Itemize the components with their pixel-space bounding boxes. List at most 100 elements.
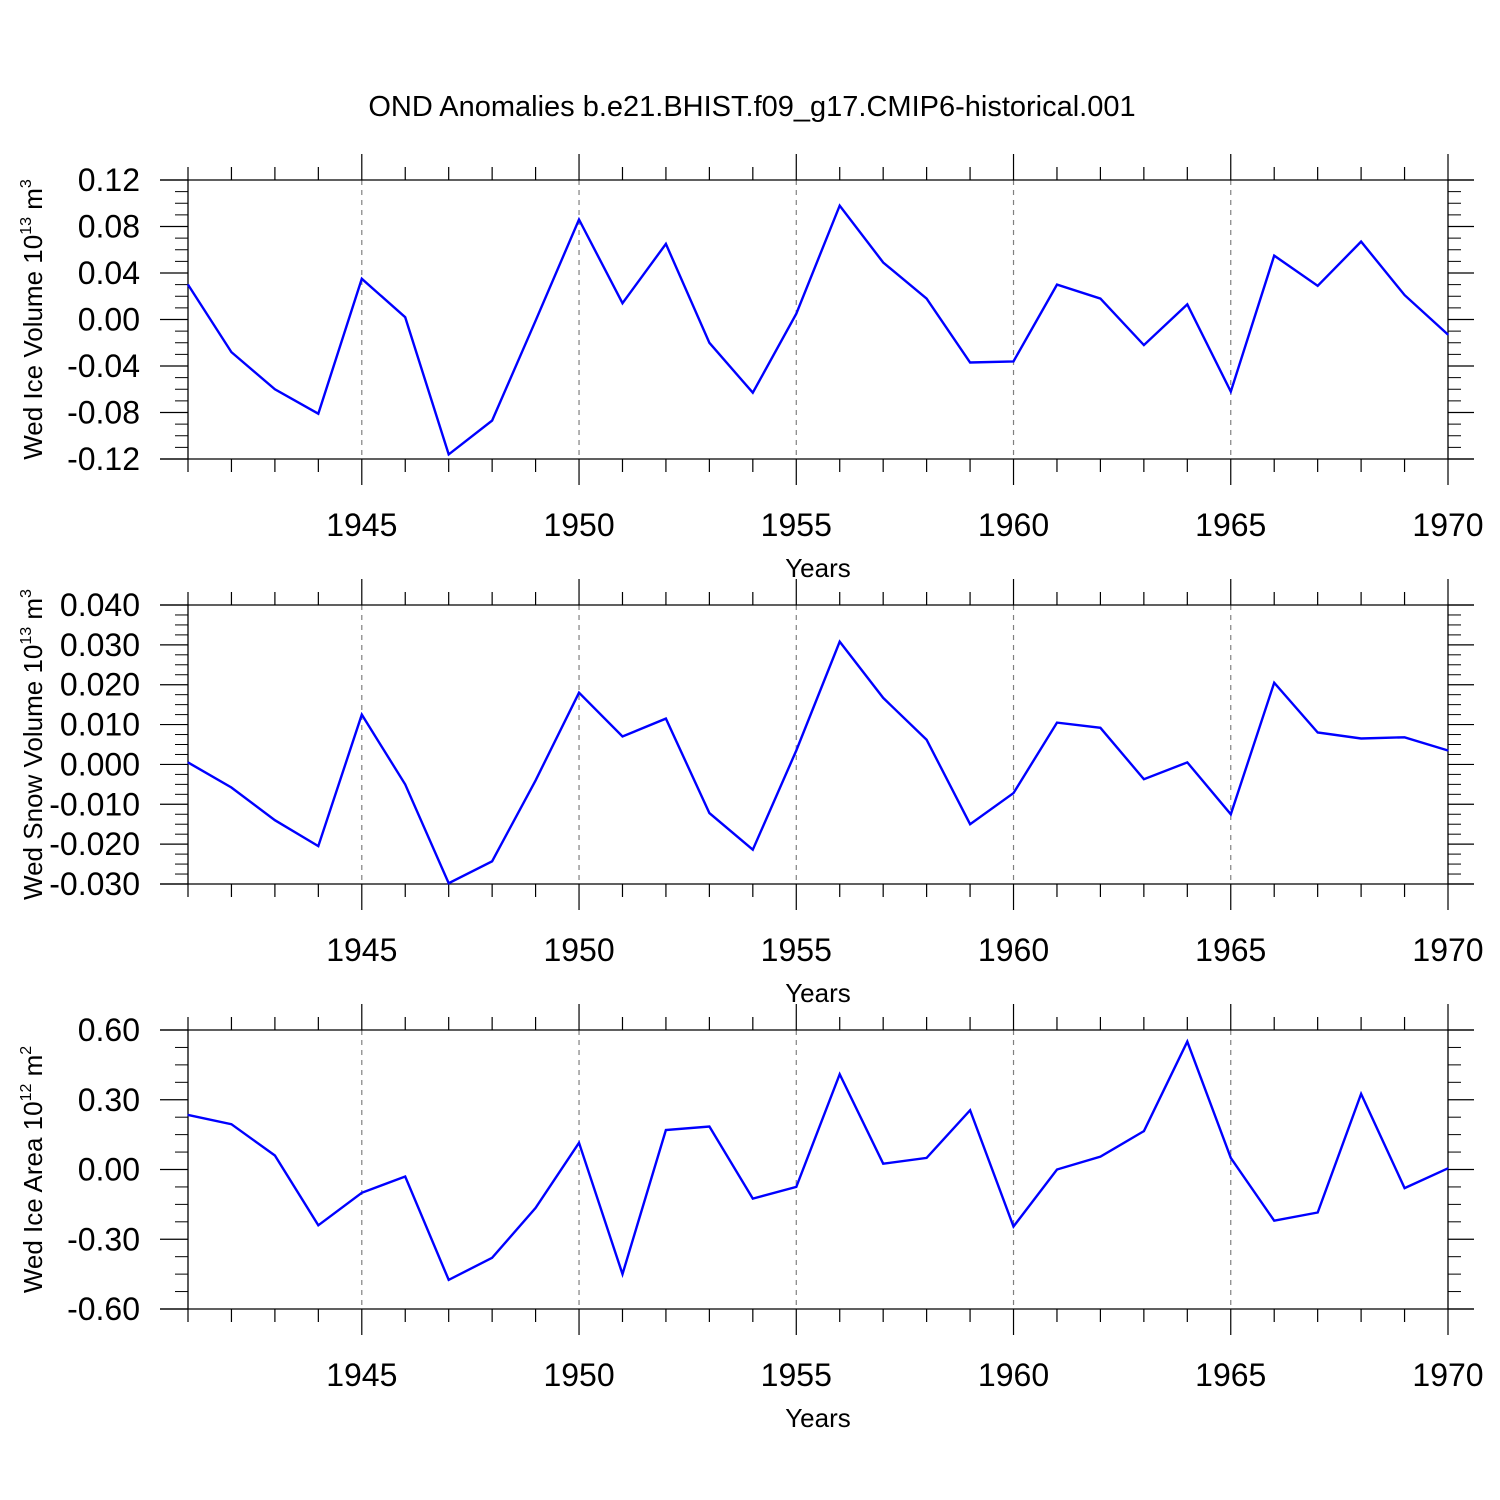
series-line xyxy=(187,639,1449,885)
x-tick-label: 1955 xyxy=(761,507,832,543)
x-tick-label: 1955 xyxy=(761,932,832,968)
y-axis-label-part: Wed Snow Volume 10 xyxy=(18,645,48,900)
x-tick-label: 1960 xyxy=(978,507,1049,543)
y-tick-label: 0.12 xyxy=(78,162,140,198)
data-point xyxy=(621,302,624,304)
y-tick-label: 0.010 xyxy=(60,707,140,743)
data-point xyxy=(882,1163,884,1165)
data-point xyxy=(491,860,493,862)
data-point xyxy=(1099,1156,1102,1158)
data-point xyxy=(1403,294,1406,296)
data-point xyxy=(1143,778,1145,780)
y-axis-label-part: Wed Ice Volume 10 xyxy=(18,235,48,460)
data-point xyxy=(1056,1168,1058,1171)
data-point xyxy=(1230,813,1232,815)
y-axis-label-part: 3 xyxy=(18,589,35,598)
data-point xyxy=(708,812,710,814)
y-tick-label: -0.60 xyxy=(67,1291,140,1327)
data-point xyxy=(1143,1130,1145,1132)
data-point xyxy=(1360,1093,1362,1095)
data-point xyxy=(534,1207,537,1209)
figure-title: OND Anomalies b.e21.BHIST.f09_g17.CMIP6-… xyxy=(368,91,1135,123)
data-point xyxy=(274,819,276,821)
data-point xyxy=(1186,761,1188,764)
data-point xyxy=(448,882,450,884)
x-tick-label: 1965 xyxy=(1195,932,1266,968)
y-tick-label: 0.30 xyxy=(78,1082,140,1118)
data-point xyxy=(665,717,667,720)
data-point xyxy=(1317,1211,1319,1214)
data-point xyxy=(1099,727,1102,729)
data-point xyxy=(1447,1167,1449,1169)
data-point xyxy=(187,761,189,764)
data-point xyxy=(839,1073,841,1075)
x-tick-label: 1950 xyxy=(543,1357,614,1393)
data-point xyxy=(621,735,624,738)
y-axis-label: Wed Ice Volume 1013 m3 xyxy=(18,179,48,460)
data-point xyxy=(969,361,971,364)
x-axis-label: Years xyxy=(785,1403,851,1433)
data-point xyxy=(230,786,233,789)
data-point xyxy=(1317,285,1319,287)
data-point xyxy=(1186,1041,1188,1043)
data-point xyxy=(361,714,363,716)
y-tick-label: 0.04 xyxy=(78,255,140,291)
panels: -0.12 -0.08 -0.04 0.00 0.04 0.08 0.12 1945 1950 1… xyxy=(18,154,1484,1433)
data-point xyxy=(187,1114,189,1116)
data-point xyxy=(448,453,450,455)
x-tick-label: 1970 xyxy=(1412,1357,1483,1393)
y-tick-label: 0.040 xyxy=(60,587,140,623)
data-point xyxy=(1143,344,1145,346)
data-point xyxy=(795,313,797,315)
data-point xyxy=(534,320,537,322)
y-axis-label-part: m xyxy=(18,598,48,627)
data-point xyxy=(1230,390,1232,393)
data-point xyxy=(230,1123,233,1125)
y-axis-label-part: 13 xyxy=(18,627,35,645)
data-point xyxy=(230,351,233,353)
data-point xyxy=(839,204,841,207)
data-point xyxy=(969,823,971,825)
x-axis-label: Years xyxy=(785,978,851,1008)
x-tick-label: 1950 xyxy=(543,507,614,543)
data-point xyxy=(708,1125,710,1128)
y-tick-label: 0.030 xyxy=(60,627,140,663)
data-point xyxy=(752,1197,754,1200)
data-point xyxy=(882,697,884,699)
data-point xyxy=(534,779,537,781)
y-axis-label-part: 3 xyxy=(18,179,35,188)
x-tick-label: 1965 xyxy=(1195,507,1266,543)
y-tick-label: -0.010 xyxy=(49,786,140,822)
y-tick-label: 0.00 xyxy=(78,1152,140,1188)
data-point xyxy=(1012,1225,1015,1228)
y-tick-label: 0.08 xyxy=(78,209,140,245)
data-point xyxy=(274,1154,276,1157)
data-point xyxy=(1447,334,1449,336)
data-point xyxy=(839,641,841,643)
data-point xyxy=(1186,303,1188,305)
data-point xyxy=(1447,749,1449,752)
x-tick-label: 1945 xyxy=(326,1357,397,1393)
data-point xyxy=(274,388,276,390)
y-axis-label-part: 13 xyxy=(18,217,35,235)
data-point xyxy=(491,420,493,422)
data-point xyxy=(578,1142,580,1144)
y-axis-label-part: m xyxy=(18,188,48,217)
y-tick-label: -0.08 xyxy=(67,395,140,431)
data-point xyxy=(1273,254,1275,257)
panel-1: -0.12 -0.08 -0.04 0.00 0.04 0.08 0.12 1945 1950 1… xyxy=(18,154,1484,583)
y-axis-label-part: m xyxy=(18,1055,48,1084)
y-tick-label: -0.04 xyxy=(67,348,140,384)
data-point xyxy=(317,1224,319,1226)
data-point xyxy=(926,1157,928,1159)
data-point xyxy=(1403,1187,1406,1189)
data-point xyxy=(448,1279,450,1281)
data-point xyxy=(1056,284,1058,286)
y-tick-label: -0.020 xyxy=(49,826,140,862)
data-point xyxy=(578,218,580,221)
data-point xyxy=(795,1186,797,1188)
data-point xyxy=(187,284,189,286)
